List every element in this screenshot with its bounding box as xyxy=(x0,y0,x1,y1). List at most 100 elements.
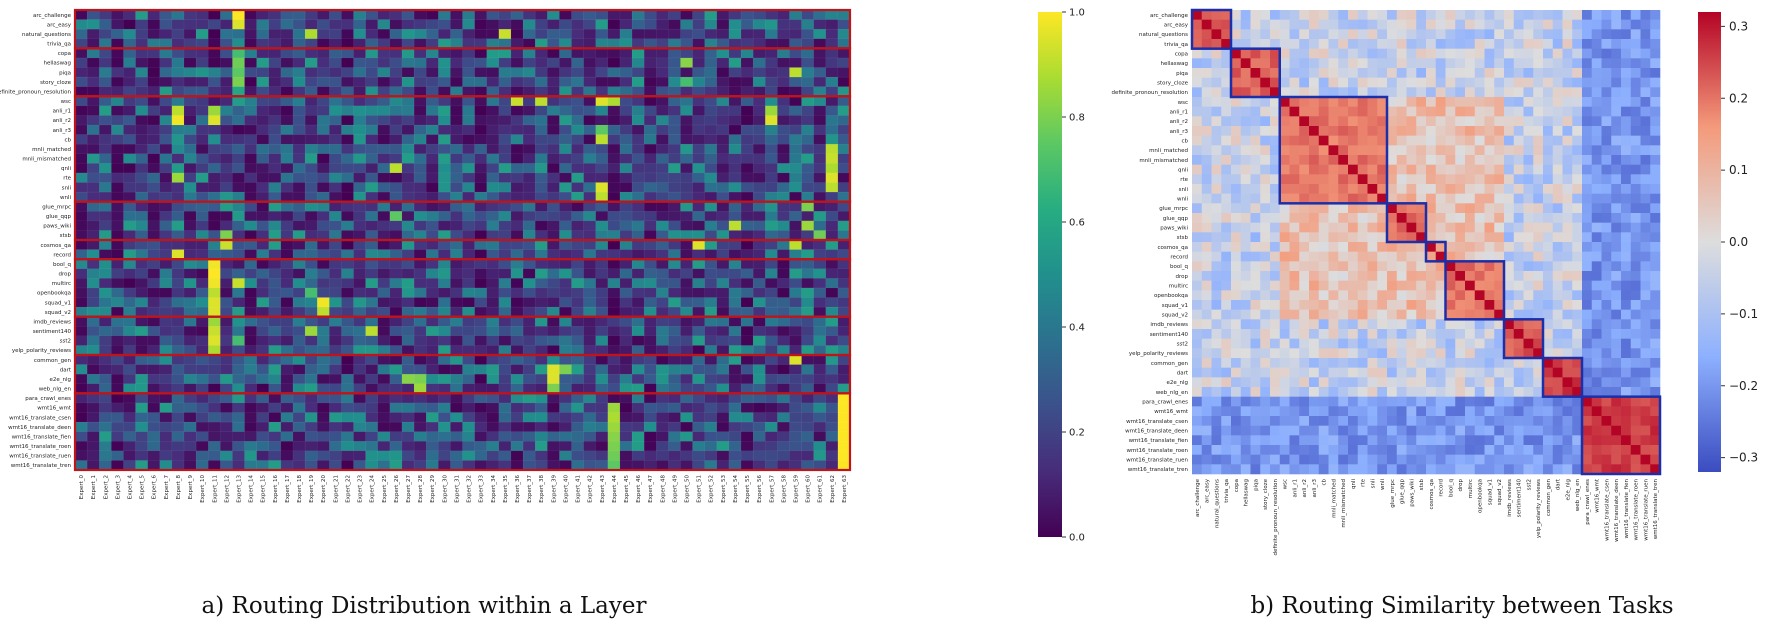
heatmap-a-cell xyxy=(741,220,754,231)
heatmap-b-cell xyxy=(1240,232,1251,243)
heatmap-a-cell xyxy=(486,393,500,404)
heatmap-a-cell xyxy=(220,287,233,298)
heatmap-b-cell xyxy=(1543,29,1554,40)
heatmap-b-cell xyxy=(1640,68,1651,78)
heatmap-a-cell xyxy=(111,182,124,193)
heatmap-b-cell xyxy=(1299,135,1310,146)
heatmap-b-cell xyxy=(1357,184,1368,194)
heatmap-a-cell xyxy=(498,77,512,87)
heatmap-b-cell xyxy=(1231,126,1242,136)
heatmap-b-cell xyxy=(1309,97,1320,107)
heatmap-b-cell xyxy=(1192,232,1203,243)
heatmap-a-cell xyxy=(208,307,221,317)
heatmap-a-cell xyxy=(619,38,633,49)
heatmap-b-cell xyxy=(1211,338,1222,349)
heatmap-b-cell xyxy=(1474,145,1485,156)
heatmap-a-cell xyxy=(644,268,657,279)
heatmap-a-cell xyxy=(523,192,536,202)
heatmap-b-cell xyxy=(1630,242,1641,252)
heatmap-b-cell xyxy=(1533,261,1544,272)
heatmap-a-cell xyxy=(571,278,584,289)
heatmap-a-cell xyxy=(777,86,790,97)
heatmap-a-cell xyxy=(220,125,233,135)
heatmap-b-cell xyxy=(1231,29,1242,40)
heatmap-b-cell xyxy=(1289,338,1300,349)
heatmap-b-cell xyxy=(1582,97,1593,107)
heatmap-b-cell xyxy=(1396,300,1407,310)
heatmap-a-cell xyxy=(583,67,596,78)
heatmap-a-cell xyxy=(462,29,475,40)
heatmap-a-cell xyxy=(619,163,633,174)
heatmap-a-cell xyxy=(123,29,136,40)
heatmap-a-cell xyxy=(547,211,560,222)
heatmap-a-cell xyxy=(741,393,754,404)
heatmap-a-cell xyxy=(123,19,136,30)
column-label: Expert_14 xyxy=(249,475,255,503)
heatmap-b-cell xyxy=(1299,10,1310,20)
heatmap-a-cell xyxy=(523,441,536,452)
heatmap-b-cell xyxy=(1484,106,1495,117)
heatmap-a-cell xyxy=(99,96,112,107)
heatmap-a-cell xyxy=(777,287,790,298)
heatmap-b-cell xyxy=(1435,232,1446,243)
heatmap-b-cell xyxy=(1211,309,1222,320)
heatmap-b-cell xyxy=(1250,29,1261,40)
heatmap-a-cell xyxy=(692,172,705,183)
heatmap-a-cell xyxy=(523,364,536,375)
heatmap-a-cell xyxy=(680,335,693,346)
heatmap-a-cell xyxy=(765,163,778,174)
heatmap-a-cell xyxy=(171,38,185,49)
heatmap-b-cell xyxy=(1231,48,1242,59)
heatmap-a-cell xyxy=(329,335,342,346)
heatmap-b-cell xyxy=(1367,213,1378,223)
heatmap-a-cell xyxy=(595,441,609,452)
heatmap-a-cell xyxy=(644,335,657,346)
heatmap-b-cell xyxy=(1435,203,1446,214)
heatmap-a-cell xyxy=(111,211,124,222)
heatmap-a-cell xyxy=(232,345,245,356)
heatmap-b-cell xyxy=(1211,174,1222,185)
heatmap-a-cell xyxy=(111,192,124,202)
heatmap-a-cell xyxy=(535,259,548,270)
heatmap-a-cell xyxy=(547,105,560,116)
heatmap-b-cell xyxy=(1523,329,1534,339)
heatmap-b-cell xyxy=(1640,242,1651,252)
heatmap-b-cell xyxy=(1250,271,1261,281)
heatmap-b-cell xyxy=(1640,280,1651,291)
heatmap-b-cell xyxy=(1445,145,1456,156)
heatmap-a-cell xyxy=(571,345,584,356)
heatmap-b-cell xyxy=(1250,319,1261,330)
heatmap-a-cell xyxy=(632,297,645,308)
heatmap-a-cell xyxy=(765,182,778,193)
heatmap-b-cell xyxy=(1465,280,1476,291)
heatmap-a-cell xyxy=(244,402,257,413)
heatmap-b-cell xyxy=(1357,106,1368,117)
heatmap-b-cell xyxy=(1523,116,1534,127)
heatmap-b-cell xyxy=(1338,193,1349,204)
heatmap-b-cell xyxy=(1455,116,1466,127)
heatmap-b-cell xyxy=(1426,39,1437,49)
heatmap-a-cell xyxy=(559,77,572,87)
heatmap-a-cell xyxy=(232,38,245,49)
heatmap-b-cell xyxy=(1572,300,1583,310)
heatmap-b-cell xyxy=(1426,319,1437,330)
heatmap-a-cell xyxy=(510,153,524,164)
heatmap-b-cell xyxy=(1543,280,1554,291)
heatmap-a-cell xyxy=(268,144,282,155)
heatmap-a-cell xyxy=(535,422,548,432)
heatmap-a-cell xyxy=(365,220,379,231)
heatmap-a-cell xyxy=(280,268,294,279)
heatmap-a-cell xyxy=(474,105,488,116)
heatmap-b-cell xyxy=(1533,222,1544,233)
heatmap-a-cell xyxy=(232,153,245,164)
heatmap-a-cell xyxy=(656,182,669,193)
heatmap-a-cell xyxy=(547,441,560,452)
heatmap-a-cell xyxy=(365,460,379,471)
heatmap-a-cell xyxy=(317,86,330,97)
heatmap-b-cell xyxy=(1231,203,1242,214)
heatmap-a-cell xyxy=(123,134,136,145)
heatmap-b-cell xyxy=(1387,251,1398,262)
heatmap-a-cell xyxy=(377,268,391,279)
heatmap-a-cell xyxy=(196,134,209,145)
heatmap-a-cell xyxy=(704,211,718,222)
